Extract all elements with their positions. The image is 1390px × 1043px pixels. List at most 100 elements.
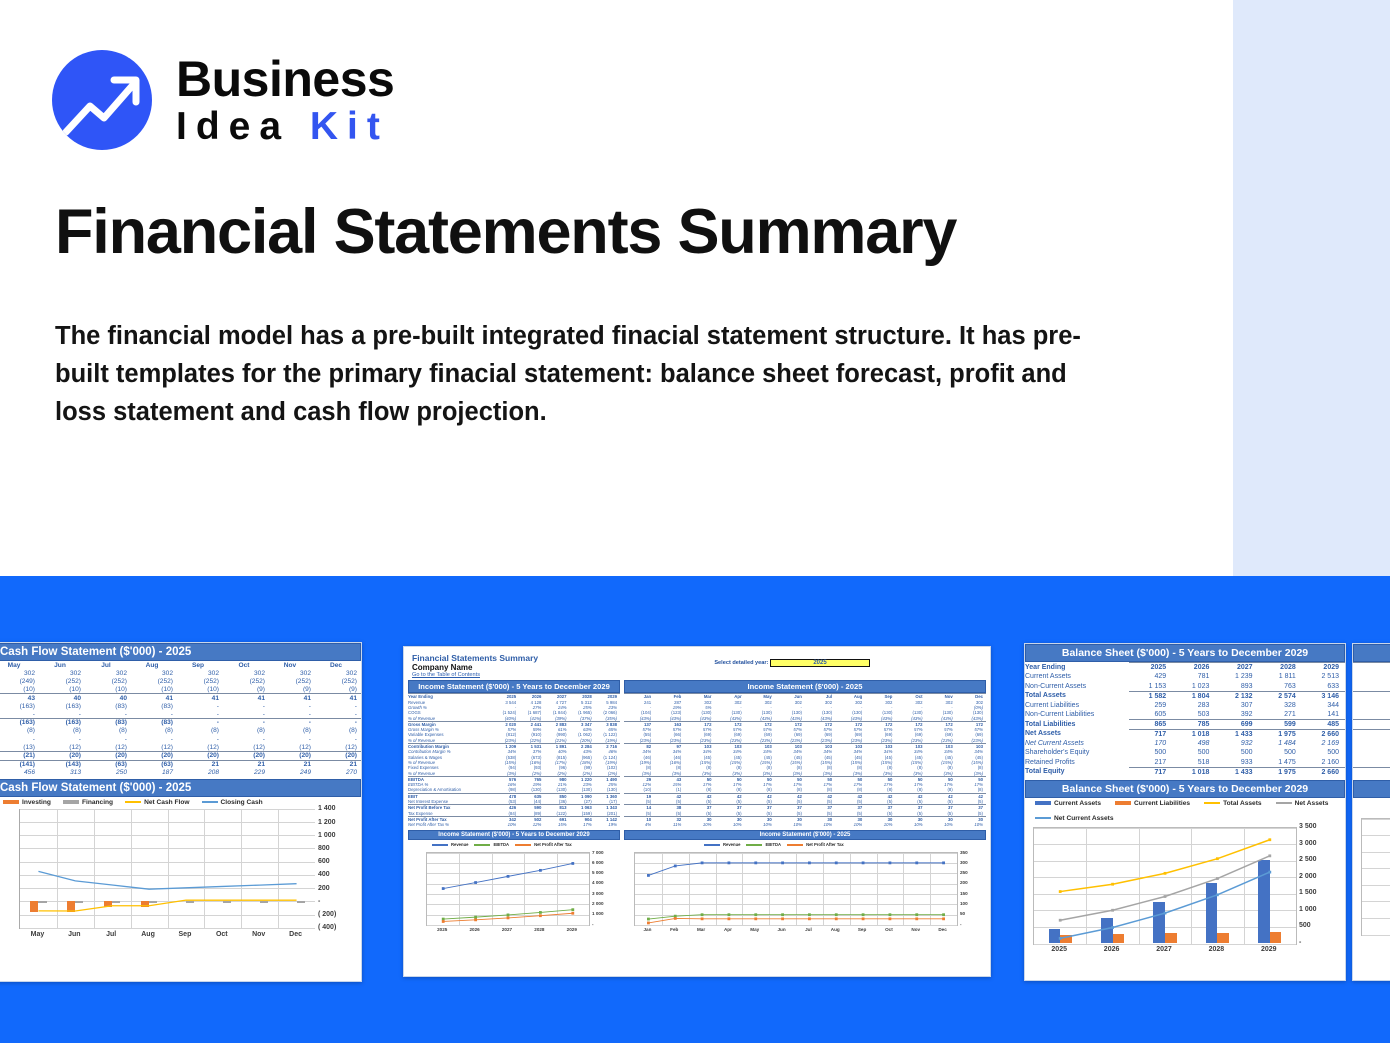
financial-summary-panel[interactable]: Financial Statements Summary Company Nam… [403,646,991,977]
y-axis-tick-label: 150 [960,890,968,896]
table-cell: (3%) [732,770,742,776]
table-cell: 250 [115,769,127,777]
table-cell: (8) [977,765,983,771]
table-cell: 17% [702,782,712,788]
legend-entry: Closing Cash [201,799,263,806]
table-row: Net Assets 717 1 018 1 433 1 975 2 660 [1025,728,1345,739]
cashflow-panel[interactable]: Cash Flow Statement ($'000) - 2025 May Ju… [0,642,362,982]
column-header: Sep [191,661,205,669]
table-cell: 893 [1240,682,1253,690]
x-axis-tick-label: Jul [106,930,117,938]
table-cell: (130) [972,710,983,716]
chart-bar [296,901,305,903]
table-cell: 10% [793,822,802,828]
table-cell: 2 132 [1215,690,1259,701]
table-cell: (5) [826,799,833,805]
brand-name-line1: Business [176,51,395,107]
table-cell: 50 [955,775,986,783]
table-cell: Jun [774,693,805,700]
table-cell: 17% [733,782,742,788]
table-cell: (201) [606,810,617,816]
table-cell: (53) [508,799,517,805]
balance-sheet-monthly-panel[interactable]: Jan1 1741241 297936927865121 08150012512… [1352,643,1390,981]
select-year-input[interactable]: 2025 [770,659,870,667]
x-axis-tick-label: Sep [857,926,867,932]
legend-swatch [1035,816,1051,819]
row-label: Tax Expense [408,810,433,816]
table-cell: (12) [299,743,311,751]
table-cell: 15% [557,822,567,828]
table-cell: (8) [72,727,81,735]
balance-month-chart-legend [1353,798,1390,816]
row-label: EBITDA [408,775,494,783]
table-row: 57% 57% 57% 57% 57% 57% 57% 57% 57% 57% 57% 57% [624,727,986,732]
table-cell: 38 [654,804,685,811]
table-cell: 2029 [1301,662,1345,672]
table-cell: 512 [1353,728,1390,739]
table-cell: (43%) [760,715,772,721]
table-cell: (9) [302,685,311,693]
x-axis-tick-label: May [750,926,760,932]
row-label: Year Ending [1025,663,1066,671]
table-cell: 57% [642,727,652,733]
table-row: 241 287 302 302 302 302 302 302 302 302 302 302 [624,700,986,705]
table-cell: 2026 [1172,662,1216,672]
table-cell: (8) [302,727,311,735]
table-cell: 10% [763,822,772,828]
table-cell: (8) [826,765,833,771]
table-cell: 50 [684,775,715,783]
gridline [427,924,589,926]
table-cell: (27) [584,799,592,805]
y-axis-tick-label: 1 500 [1299,889,1317,897]
legend-entry: EBITDA [746,842,781,847]
table-cell: (23%) [971,737,983,743]
gridline [167,808,169,928]
table-cell: - [770,704,772,710]
table-cell: (43%) [730,715,742,721]
y-axis-tick-label: - [592,921,594,927]
monthly-income-chart: 350 300 250 200 150 100 50 - Jan Feb Mar Apr May Jun J… [624,850,986,942]
table-cell: 23% [608,704,617,710]
table-cell: 692 [1353,710,1390,720]
row-label: EBITDA % [408,782,429,788]
row-label: Net Profit After Tax [408,815,494,823]
table-cell: (5) [887,799,893,805]
table-cell: Oct [895,693,926,700]
table-cell: - [170,710,173,718]
table-cell: (8) [348,727,357,735]
balance-sheet-panel[interactable]: Balance Sheet ($'000) - 5 Years to Decem… [1024,643,1346,981]
table-cell: (8) [256,727,265,735]
table-cell: (10) [161,685,173,693]
table-cell: 57% [702,727,712,733]
table-cell: (23%) [730,737,742,743]
table-cell: 34% [974,749,983,755]
table-cell: (3%) [973,770,983,776]
chart-bar [222,901,231,903]
table-cell: 270 [345,769,357,777]
table-cell: 17% [913,782,923,788]
row-label: Net Profit Before Tax [408,804,494,811]
table-cell: (9) [256,685,265,693]
table-cell: (20) [39,751,85,761]
table-cell: 40 [39,693,85,703]
table-row: Year Ending 2025 2026 2027 2028 2029 [1025,662,1345,672]
table-cell: 1 153 [1148,682,1167,690]
table-cell: 163 [654,720,685,728]
legend-entry: Current Assets [1035,800,1101,807]
table-cell: (1) [676,787,682,793]
row-label: Variable Expenses [408,732,444,738]
table-cell: 17% [583,822,592,828]
table-cell: (8) [26,727,35,735]
brand-name-line2: Idea Kit [176,107,394,146]
table-row: Current Assets 429 781 1 239 1 811 2 513 [1025,672,1345,682]
table-row: -------- [0,735,361,743]
table-cell: (5) [766,810,772,816]
y-axis-tick-label: 50 [960,911,966,917]
gridline [20,927,315,929]
table-cell: 34% [672,749,682,755]
gridline [1362,884,1390,886]
table-of-contents-link[interactable]: Go to the Table of Contents [412,672,480,678]
table-cell: (8) [766,765,772,771]
table-cell: (45) [884,754,893,760]
gridline [1034,910,1296,912]
